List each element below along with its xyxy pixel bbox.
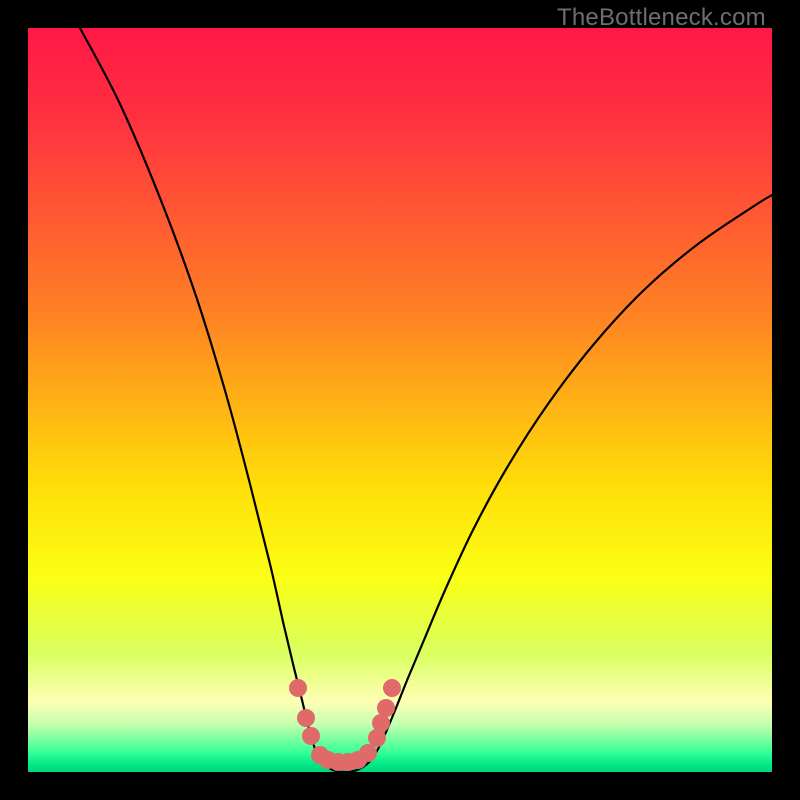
plot-svg <box>28 28 772 772</box>
marker-point <box>359 744 377 762</box>
marker-point <box>377 699 395 717</box>
marker-point <box>289 679 307 697</box>
marker-point <box>297 709 315 727</box>
marker-point <box>302 727 320 745</box>
marker-point <box>383 679 401 697</box>
gradient-background <box>28 28 772 772</box>
plot-area <box>28 28 772 772</box>
watermark-text: TheBottleneck.com <box>557 4 766 32</box>
